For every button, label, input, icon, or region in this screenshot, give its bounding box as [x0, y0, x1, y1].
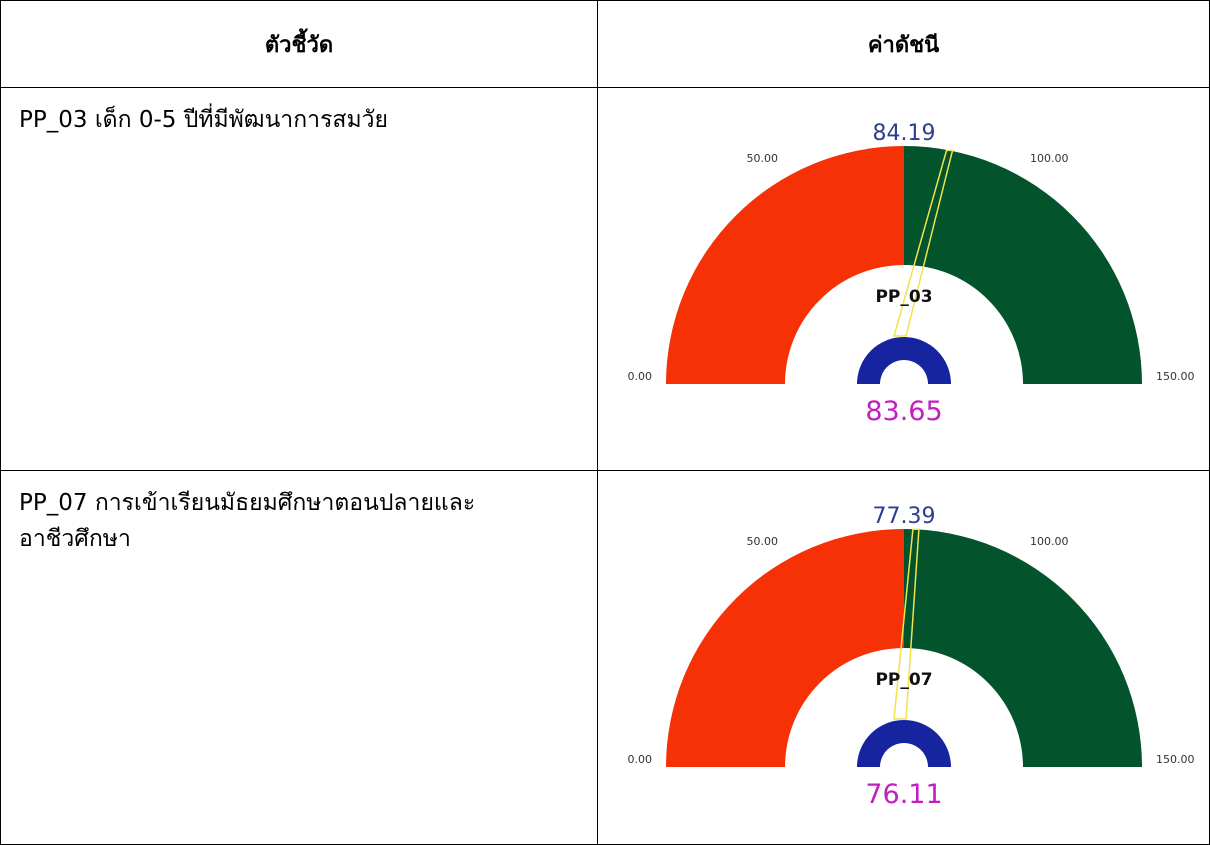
tick-label: 100.00 [1030, 535, 1069, 548]
gauge-band [904, 529, 1142, 767]
indicator-cell: PP_07 การเข้าเรียนมัธยมศึกษาตอนปลายและอา… [0, 470, 598, 845]
gauge-cell: 0.00 50.00 100.00 150.00 77.39 PP_07 76.11 [597, 470, 1210, 845]
header-row: ตัวชี้วัด ค่าดัชนี [0, 0, 1210, 88]
needle [893, 149, 954, 337]
tick-label: 50.00 [747, 535, 779, 548]
inner-gauge [857, 720, 951, 767]
gauge-band [666, 146, 904, 384]
needle [893, 528, 920, 720]
gauge: 0.00 50.00 100.00 150.00 84.19 PP_03 83.65 [628, 121, 1195, 427]
tick-label: 150.00 [1156, 753, 1195, 766]
secondary-value: 76.11 [865, 779, 942, 810]
tick-label: 50.00 [747, 152, 779, 165]
header-cell: ค่าดัชนี [597, 0, 1210, 88]
gauge-band [904, 146, 1142, 384]
row: PP_03 เด็ก 0-5 ปีที่มีพัฒนาการสมวัย 0.00… [0, 87, 1210, 471]
gauge-name: PP_07 [875, 670, 932, 690]
gauge-band [666, 529, 904, 767]
indicator-cell: PP_03 เด็ก 0-5 ปีที่มีพัฒนาการสมวัย [0, 87, 598, 471]
header-cell: ตัวชี้วัด [0, 0, 598, 88]
tick-label: 0.00 [628, 753, 653, 766]
gauge-value: 77.39 [873, 504, 936, 529]
row: PP_07 การเข้าเรียนมัธยมศึกษาตอนปลายและอา… [0, 470, 1210, 845]
gauge-cell: 0.00 50.00 100.00 150.00 84.19 PP_03 83.65 [597, 87, 1210, 471]
inner-gauge [857, 337, 951, 384]
gauge-name: PP_03 [875, 287, 932, 307]
gauge-value: 84.19 [873, 121, 936, 146]
gauge: 0.00 50.00 100.00 150.00 77.39 PP_07 76.11 [628, 504, 1195, 810]
secondary-value: 83.65 [865, 396, 942, 427]
tick-label: 0.00 [628, 370, 653, 383]
tick-label: 100.00 [1030, 152, 1069, 165]
tick-label: 150.00 [1156, 370, 1195, 383]
